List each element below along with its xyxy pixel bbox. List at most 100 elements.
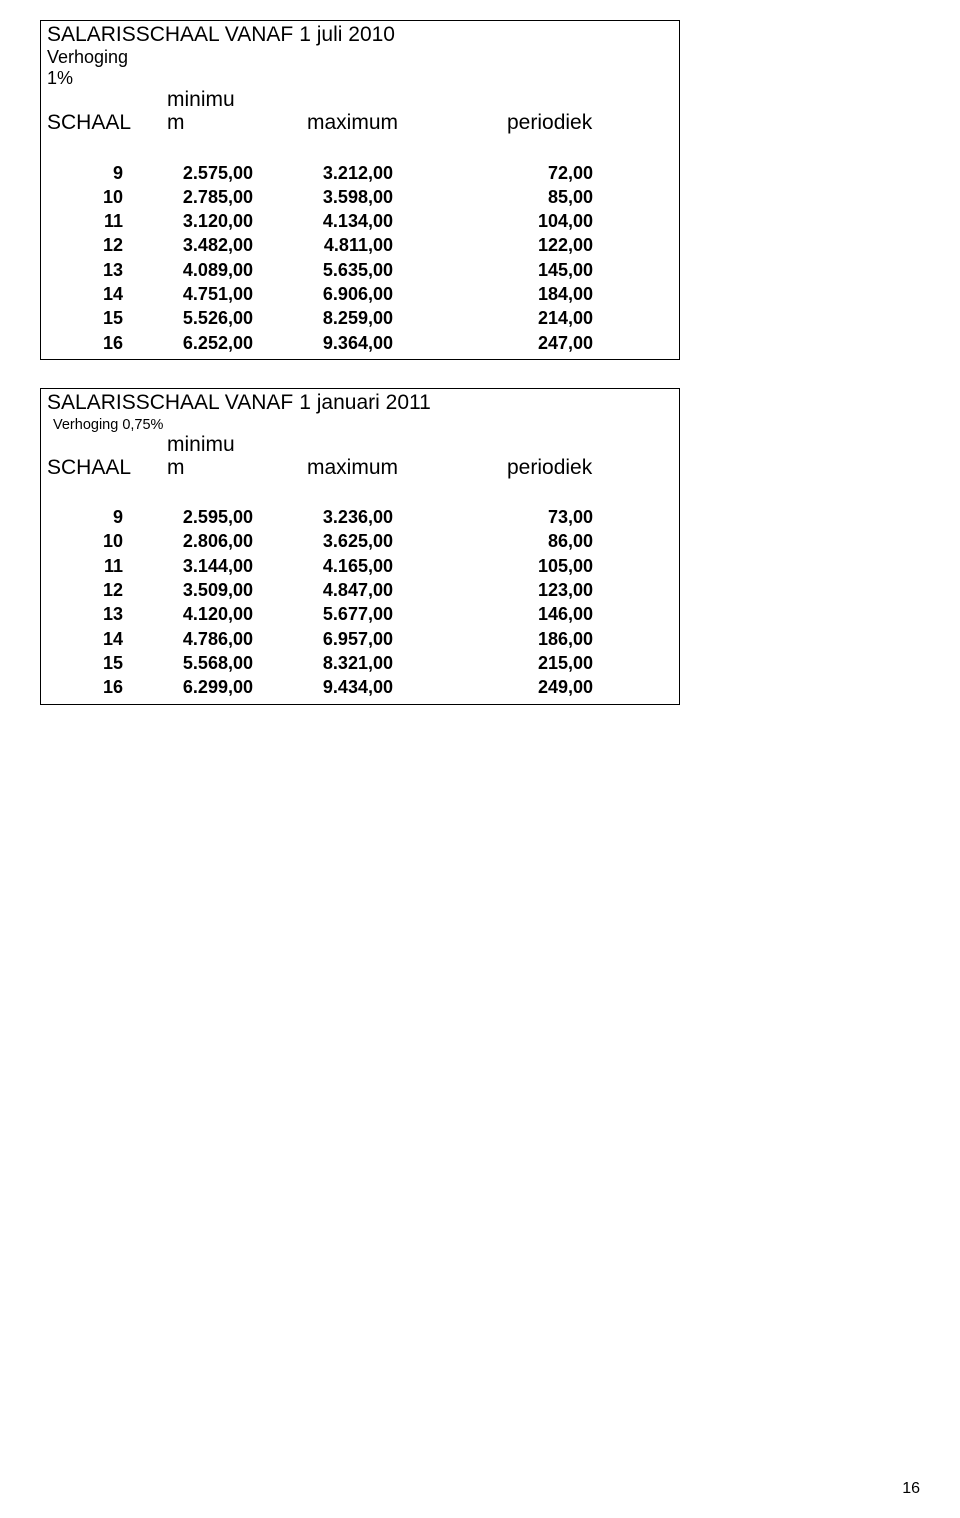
cell-maximum: 4.847,00 xyxy=(267,578,407,602)
cell-periodiek: 186,00 xyxy=(407,627,607,651)
cell-minimum: 3.482,00 xyxy=(137,233,267,257)
header-minimum: minimum xyxy=(167,433,307,479)
cell-maximum: 8.259,00 xyxy=(267,306,407,330)
cell-minimum: 5.526,00 xyxy=(137,306,267,330)
cell-minimum: 4.751,00 xyxy=(137,282,267,306)
cell-maximum: 4.134,00 xyxy=(267,209,407,233)
salary-table: SALARISSCHAAL VANAF1 juli 2010Verhoging1… xyxy=(40,20,680,360)
table-row: 144.751,006.906,00184,00 xyxy=(47,282,673,306)
cell-schaal: 16 xyxy=(47,675,137,699)
cell-schaal: 15 xyxy=(47,651,137,675)
cell-periodiek: 145,00 xyxy=(407,258,607,282)
cell-periodiek: 72,00 xyxy=(407,161,607,185)
tables-container: SALARISSCHAAL VANAF1 juli 2010Verhoging1… xyxy=(40,20,920,705)
cell-schaal: 13 xyxy=(47,602,137,626)
table-row: 92.595,003.236,0073,00 xyxy=(47,505,673,529)
header-periodiek: periodiek xyxy=(467,111,627,134)
header-minimum-bottom: m xyxy=(167,456,307,479)
salary-table: SALARISSCHAAL VANAF1 januari 2011Verhogi… xyxy=(40,388,680,705)
table-title: SALARISSCHAAL VANAF1 januari 2011 xyxy=(47,391,673,415)
verhoging-percent: 1% xyxy=(47,68,673,89)
column-headers: SCHAALminimummaximumperiodiek xyxy=(41,433,679,493)
cell-schaal: 9 xyxy=(47,161,137,185)
table-row: 155.568,008.321,00215,00 xyxy=(47,651,673,675)
cell-periodiek: 122,00 xyxy=(407,233,607,257)
cell-minimum: 3.120,00 xyxy=(137,209,267,233)
cell-schaal: 10 xyxy=(47,529,137,553)
cell-schaal: 15 xyxy=(47,306,137,330)
cell-maximum: 9.364,00 xyxy=(267,331,407,355)
cell-minimum: 2.806,00 xyxy=(137,529,267,553)
cell-periodiek: 85,00 xyxy=(407,185,607,209)
cell-maximum: 5.635,00 xyxy=(267,258,407,282)
cell-maximum: 3.598,00 xyxy=(267,185,407,209)
cell-minimum: 4.120,00 xyxy=(137,602,267,626)
cell-minimum: 2.785,00 xyxy=(137,185,267,209)
title-prefix: SALARISSCHAAL VANAF xyxy=(47,23,293,46)
cell-minimum: 6.252,00 xyxy=(137,331,267,355)
cell-periodiek: 104,00 xyxy=(407,209,607,233)
cell-schaal: 11 xyxy=(47,554,137,578)
data-rows: 92.595,003.236,0073,00102.806,003.625,00… xyxy=(41,493,679,703)
cell-maximum: 4.811,00 xyxy=(267,233,407,257)
table-header: SALARISSCHAAL VANAF 1 juli 2010Verhoging1… xyxy=(41,21,679,88)
cell-maximum: 3.212,00 xyxy=(267,161,407,185)
header-minimum: minimum xyxy=(167,88,307,134)
cell-minimum: 2.595,00 xyxy=(137,505,267,529)
table-row: 144.786,006.957,00186,00 xyxy=(47,627,673,651)
cell-maximum: 4.165,00 xyxy=(267,554,407,578)
cell-periodiek: 247,00 xyxy=(407,331,607,355)
cell-maximum: 3.236,00 xyxy=(267,505,407,529)
table-row: 155.526,008.259,00214,00 xyxy=(47,306,673,330)
cell-periodiek: 86,00 xyxy=(407,529,607,553)
table-row: 166.252,009.364,00247,00 xyxy=(47,331,673,355)
header-maximum: maximum xyxy=(307,111,467,134)
table-row: 113.120,004.134,00104,00 xyxy=(47,209,673,233)
cell-schaal: 14 xyxy=(47,627,137,651)
cell-schaal: 16 xyxy=(47,331,137,355)
header-schaal: SCHAAL xyxy=(47,456,167,479)
cell-periodiek: 215,00 xyxy=(407,651,607,675)
column-headers: SCHAALminimummaximumperiodiek xyxy=(41,88,679,148)
header-schaal: SCHAAL xyxy=(47,111,167,134)
cell-minimum: 3.509,00 xyxy=(137,578,267,602)
header-periodiek: periodiek xyxy=(467,456,627,479)
verhoging-label: Verhoging xyxy=(47,47,673,68)
cell-schaal: 11 xyxy=(47,209,137,233)
table-row: 134.089,005.635,00145,00 xyxy=(47,258,673,282)
table-header: SALARISSCHAAL VANAF1 januari 2011Verhogi… xyxy=(41,389,679,433)
table-row: 92.575,003.212,0072,00 xyxy=(47,161,673,185)
title-date: 1 juli 2010 xyxy=(299,23,395,46)
cell-maximum: 8.321,00 xyxy=(267,651,407,675)
page-number: 16 xyxy=(902,1480,920,1498)
cell-minimum: 6.299,00 xyxy=(137,675,267,699)
cell-periodiek: 73,00 xyxy=(407,505,607,529)
cell-schaal: 13 xyxy=(47,258,137,282)
table-row: 123.509,004.847,00123,00 xyxy=(47,578,673,602)
header-minimum-bottom: m xyxy=(167,111,307,134)
header-maximum: maximum xyxy=(307,456,467,479)
cell-minimum: 3.144,00 xyxy=(137,554,267,578)
table-row: 102.806,003.625,0086,00 xyxy=(47,529,673,553)
cell-schaal: 14 xyxy=(47,282,137,306)
cell-maximum: 6.906,00 xyxy=(267,282,407,306)
header-minimum-top: minimu xyxy=(167,433,307,456)
cell-minimum: 2.575,00 xyxy=(137,161,267,185)
table-row: 102.785,003.598,0085,00 xyxy=(47,185,673,209)
table-row: 134.120,005.677,00146,00 xyxy=(47,602,673,626)
cell-periodiek: 184,00 xyxy=(407,282,607,306)
cell-periodiek: 123,00 xyxy=(407,578,607,602)
cell-minimum: 5.568,00 xyxy=(137,651,267,675)
cell-maximum: 5.677,00 xyxy=(267,602,407,626)
table-row: 166.299,009.434,00249,00 xyxy=(47,675,673,699)
cell-schaal: 10 xyxy=(47,185,137,209)
cell-periodiek: 146,00 xyxy=(407,602,607,626)
verhoging-label: Verhoging 0,75% xyxy=(47,415,673,433)
cell-schaal: 12 xyxy=(47,233,137,257)
data-rows: 92.575,003.212,0072,00102.785,003.598,00… xyxy=(41,149,679,359)
cell-periodiek: 249,00 xyxy=(407,675,607,699)
table-row: 123.482,004.811,00122,00 xyxy=(47,233,673,257)
table-row: 113.144,004.165,00105,00 xyxy=(47,554,673,578)
cell-schaal: 9 xyxy=(47,505,137,529)
cell-maximum: 6.957,00 xyxy=(267,627,407,651)
